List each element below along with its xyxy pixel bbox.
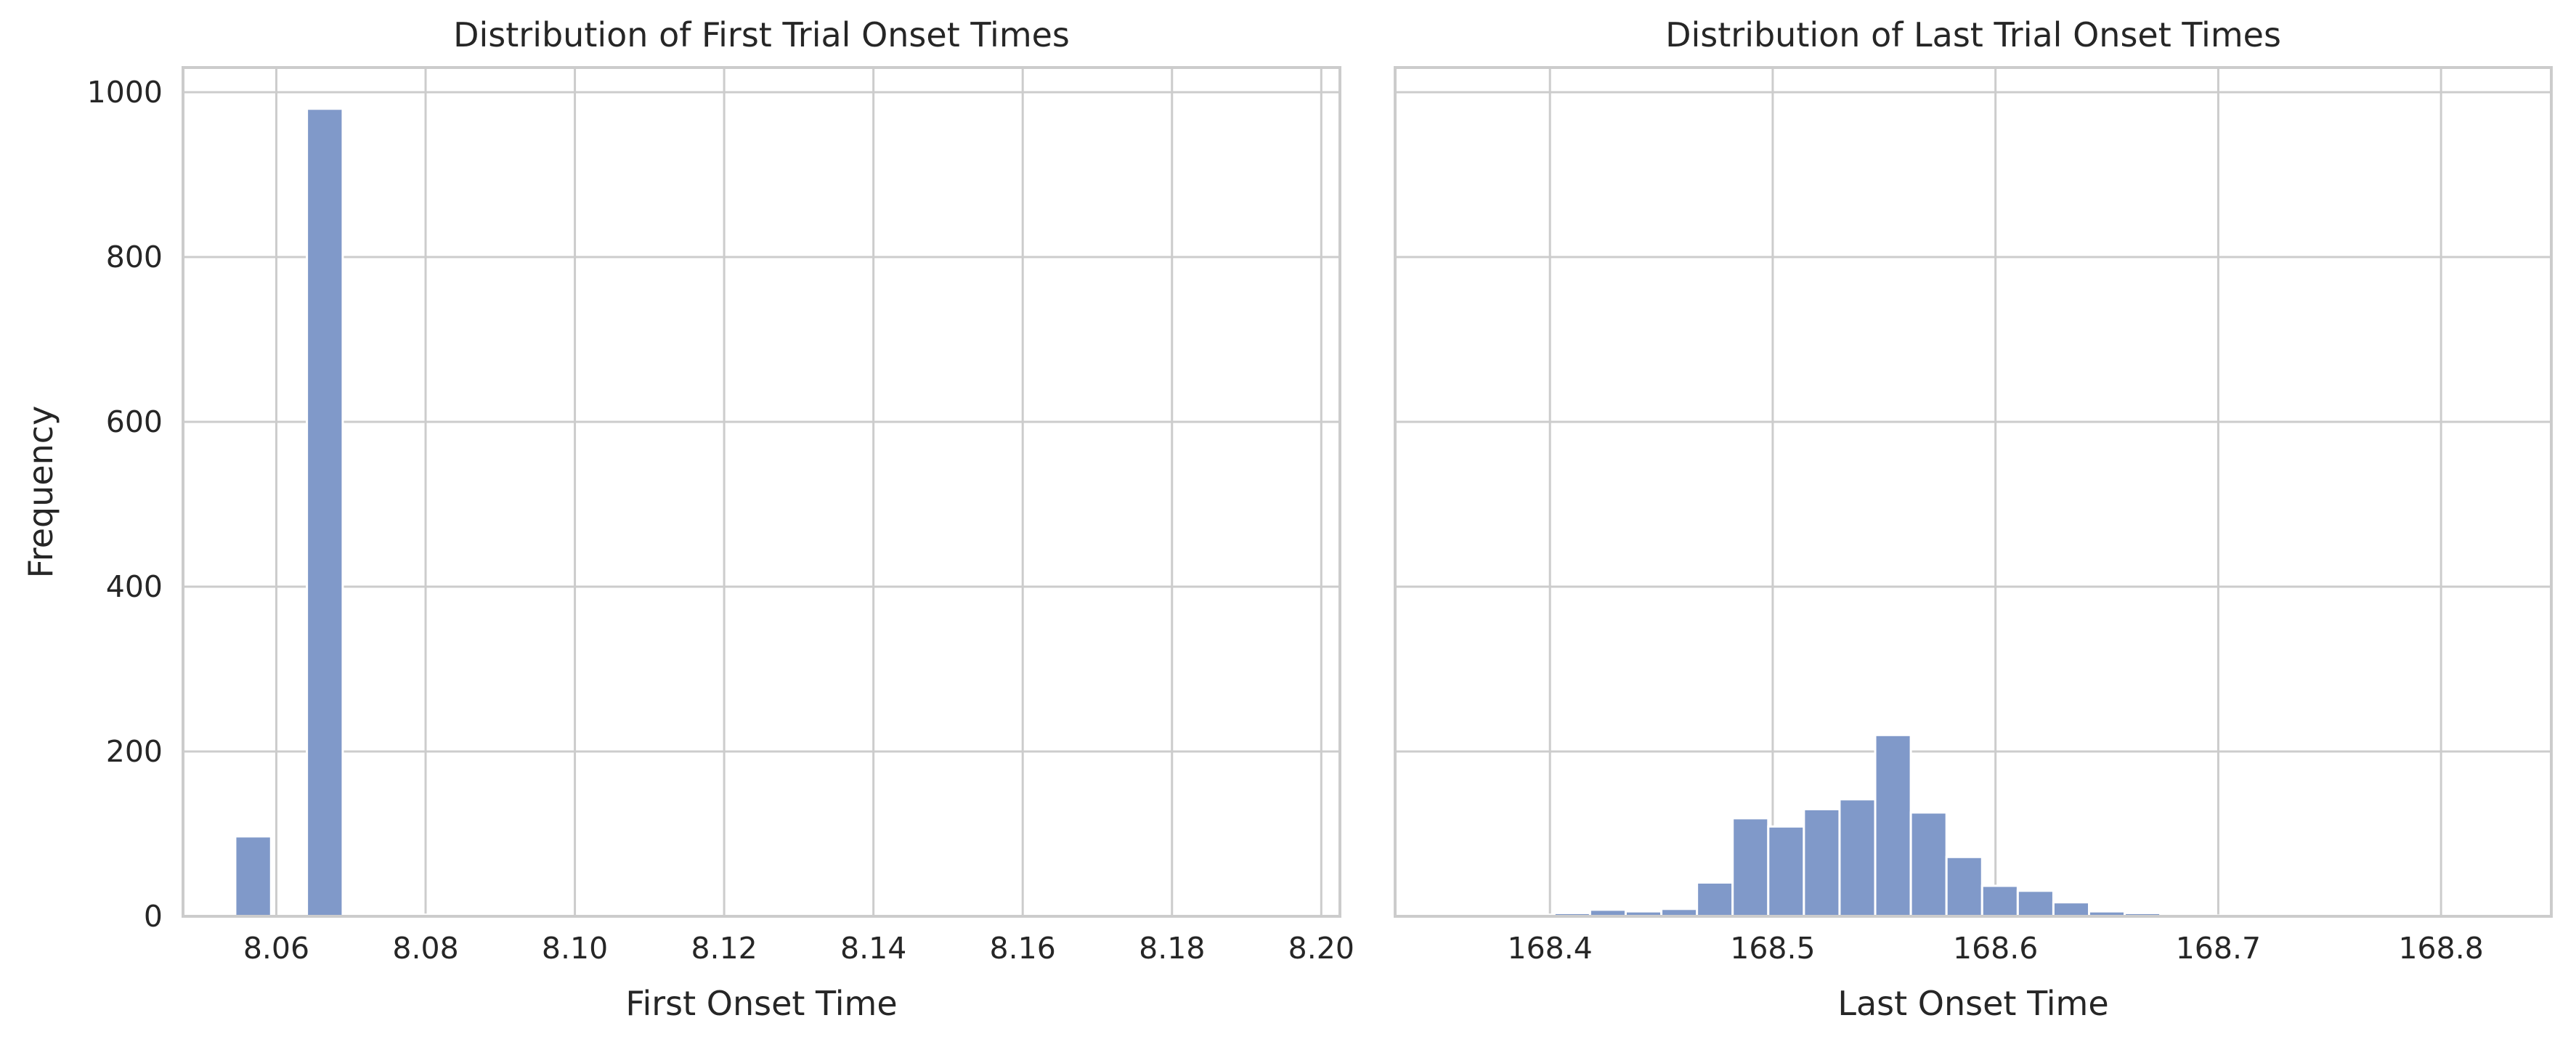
chart-title: Distribution of First Trial Onset Times xyxy=(453,15,1070,54)
x-axis-label: Last Onset Time xyxy=(1837,984,2108,1023)
x-tick-label: 168.5 xyxy=(1730,931,1815,966)
y-tick-label: 400 xyxy=(106,569,163,604)
histogram-bars xyxy=(234,107,1312,918)
x-tick-label: 8.16 xyxy=(990,931,1056,966)
chart-title: Distribution of Last Trial Onset Times xyxy=(1665,15,2281,54)
histogram-bar xyxy=(1803,807,1841,918)
x-tick-label: 8.14 xyxy=(840,931,906,966)
x-tick-label: 168.7 xyxy=(2176,931,2261,966)
x-tick-label: 8.06 xyxy=(243,931,309,966)
x-tick-label: 8.12 xyxy=(691,931,757,966)
x-tick-label: 168.4 xyxy=(1507,931,1592,966)
histogram-bar xyxy=(1731,817,1770,918)
histogram-bar xyxy=(1909,811,1948,918)
histogram-bar xyxy=(2052,901,2091,918)
grid-lines xyxy=(183,68,1340,918)
y-tick-label: 200 xyxy=(106,734,163,769)
grid-lines xyxy=(1395,68,2551,918)
histogram-bars xyxy=(1446,733,2518,918)
y-tick-label: 1000 xyxy=(87,75,163,110)
histogram-bar xyxy=(1945,855,1983,918)
x-tick-label: 8.18 xyxy=(1139,931,1205,966)
histogram-first-onset: 8.06 8.08 8.10 8.12 8.14 8.16 8.18 8.20 0 200 400… xyxy=(21,15,1354,1023)
histogram-bar xyxy=(1696,881,1734,918)
y-axis-label: Frequency xyxy=(21,406,60,579)
plot-frame xyxy=(182,66,1341,918)
x-axis-label: First Onset Time xyxy=(625,984,897,1023)
histogram-bar xyxy=(2016,889,2055,918)
x-tick-label: 8.10 xyxy=(542,931,608,966)
y-tick-labels: 0 200 400 600 800 1000 xyxy=(87,75,163,934)
plot-frame xyxy=(1394,66,2553,918)
y-tick-label: 800 xyxy=(106,240,163,274)
histogram-bar xyxy=(306,107,344,918)
x-tick-labels: 168.4 168.5 168.6 168.7 168.8 xyxy=(1507,931,2483,966)
x-tick-label: 8.20 xyxy=(1288,931,1354,966)
histogram-bar xyxy=(1767,825,1805,918)
y-tick-label: 0 xyxy=(144,899,163,934)
x-tick-labels: 8.06 8.08 8.10 8.12 8.14 8.16 8.18 8.20 xyxy=(243,931,1354,966)
histogram-last-onset: 168.4 168.5 168.6 168.7 168.8 Distribution o… xyxy=(1394,15,2553,1023)
histogram-bar xyxy=(234,835,272,918)
y-tick-label: 600 xyxy=(106,404,163,439)
histogram-bar xyxy=(1838,798,1877,918)
histogram-bar xyxy=(1980,884,2019,918)
histogram-bar xyxy=(1874,733,1912,918)
x-tick-label: 168.8 xyxy=(2398,931,2483,966)
x-tick-label: 168.6 xyxy=(1953,931,2038,966)
x-tick-label: 8.08 xyxy=(392,931,458,966)
